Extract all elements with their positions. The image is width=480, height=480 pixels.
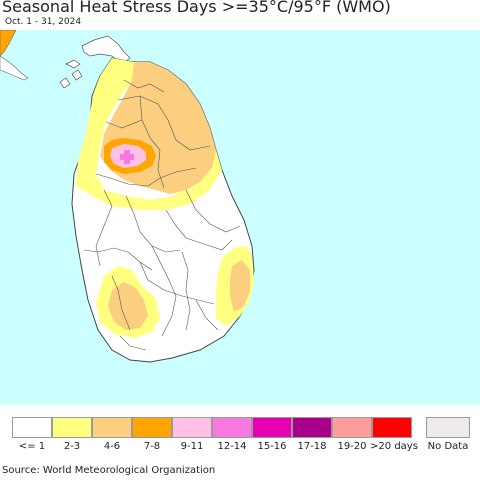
legend-swatch-19-20 bbox=[332, 417, 372, 438]
district-boundaries bbox=[83, 79, 241, 351]
legend-swatch-le1 bbox=[12, 417, 52, 438]
legend-label-no-data: No Data bbox=[427, 441, 469, 452]
source-credit: Source: World Meteorological Organizatio… bbox=[2, 465, 216, 476]
legend-label-17-18: 17-18 bbox=[297, 441, 327, 452]
island-1 bbox=[65, 59, 81, 69]
island-3 bbox=[71, 69, 83, 81]
india-coast bbox=[0, 30, 17, 57]
sri-lanka-map bbox=[0, 30, 480, 405]
zone-2-3-north bbox=[76, 58, 222, 210]
legend-swatch-2-3 bbox=[52, 417, 92, 438]
legend-label-2-3: 2-3 bbox=[63, 441, 81, 452]
legend-swatch-17-18 bbox=[292, 417, 332, 438]
legend-label-9-11: 9-11 bbox=[180, 441, 204, 452]
map-title: Seasonal Heat Stress Days >=35°C/95°F (W… bbox=[2, 0, 391, 16]
legend-swatch-no-data bbox=[426, 417, 470, 438]
zone-4-6-east bbox=[230, 260, 250, 312]
legend-label-gt20: >20 days bbox=[370, 441, 418, 452]
legend-swatch-9-11 bbox=[172, 417, 212, 438]
zone-12-14 bbox=[120, 150, 134, 164]
legend-swatch-7-8 bbox=[132, 417, 172, 438]
legend: <= 1 2-3 4-6 7-8 9-11 12-14 15-16 17-18 … bbox=[12, 417, 472, 457]
legend-swatch-12-14 bbox=[212, 417, 252, 438]
legend-swatch-gt20 bbox=[372, 417, 412, 438]
date-range: Oct. 1 - 31, 2024 bbox=[5, 17, 82, 27]
island-2 bbox=[59, 77, 71, 89]
legend-swatch-15-16 bbox=[252, 417, 292, 438]
legend-label-19-20: 19-20 bbox=[337, 441, 367, 452]
legend-label-7-8: 7-8 bbox=[143, 441, 161, 452]
legend-swatch-4-6 bbox=[92, 417, 132, 438]
zone-4-6-south bbox=[108, 282, 148, 330]
legend-label-4-6: 4-6 bbox=[103, 441, 121, 452]
legend-label-le1: <= 1 bbox=[18, 441, 46, 452]
legend-label-15-16: 15-16 bbox=[257, 441, 287, 452]
legend-label-12-14: 12-14 bbox=[217, 441, 247, 452]
india-coast-inner bbox=[0, 55, 29, 81]
